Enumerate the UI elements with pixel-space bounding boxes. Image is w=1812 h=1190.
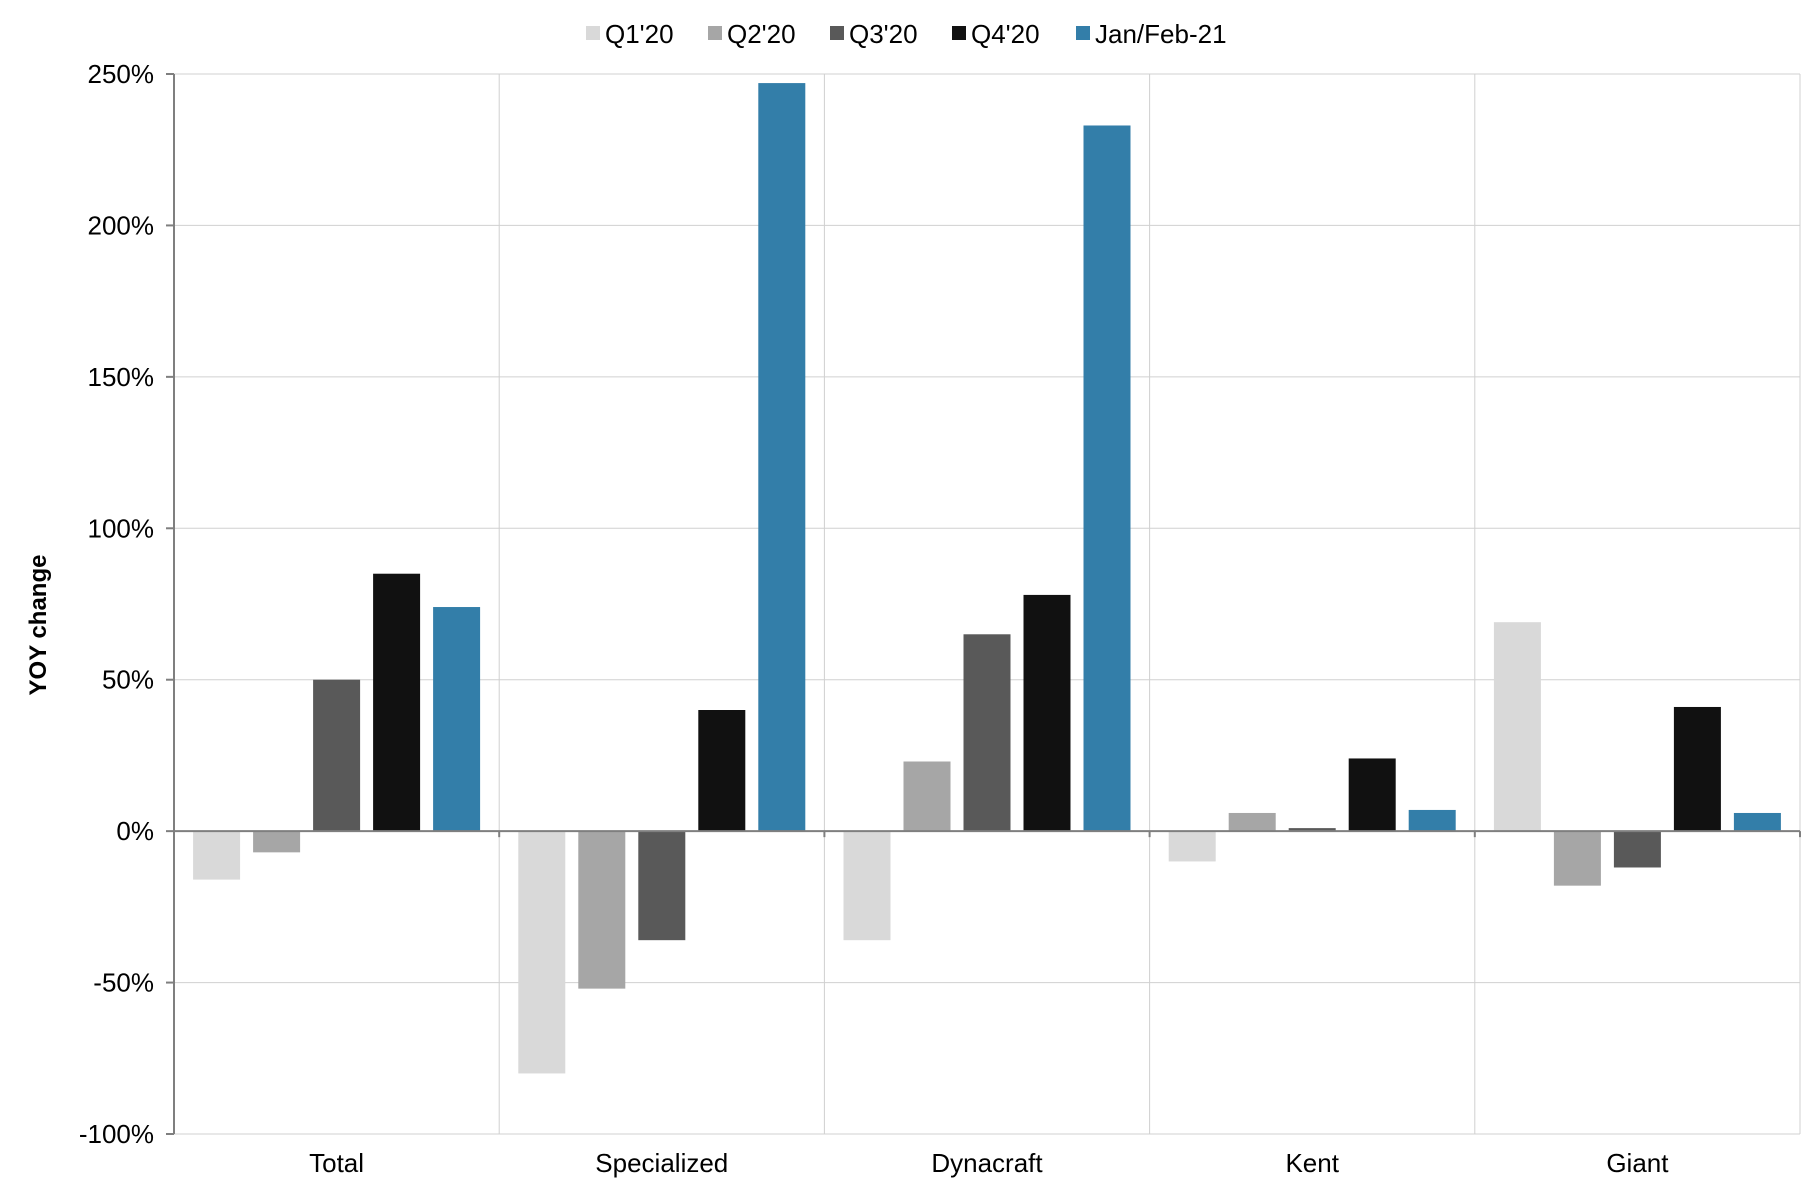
bars [193, 83, 1781, 1074]
category-label: Dynacraft [931, 1148, 1043, 1178]
legend-swatch [708, 26, 722, 40]
bar [1613, 831, 1661, 868]
legend-item: Q1'20 [586, 19, 674, 49]
bar [903, 761, 951, 832]
legend-item: Q3'20 [830, 19, 918, 49]
y-tick-label: 150% [88, 362, 155, 392]
y-tick-label: 50% [102, 665, 154, 695]
bar [578, 831, 626, 989]
bar [518, 831, 566, 1074]
legend-label: Q4'20 [971, 19, 1040, 49]
bar [1493, 622, 1541, 832]
bar [698, 710, 746, 832]
legend-item: Jan/Feb-21 [1076, 19, 1227, 49]
bar [1733, 812, 1781, 832]
bar [253, 831, 301, 853]
y-tick-labels: 250% 200% 150% 100% 50% 0% -50% -100% [79, 59, 154, 1149]
y-tick-label: -50% [93, 968, 154, 998]
legend-swatch [830, 26, 844, 40]
bar [1083, 125, 1131, 832]
bar [1288, 828, 1336, 832]
category-label: Kent [1285, 1148, 1339, 1178]
bar [1553, 831, 1601, 886]
bar [1408, 809, 1456, 832]
legend-item: Q4'20 [952, 19, 1040, 49]
bar [433, 607, 481, 832]
y-tick-label: 100% [88, 513, 155, 543]
legend-label: Q2'20 [727, 19, 796, 49]
bar [843, 831, 891, 941]
axes [166, 73, 1801, 1135]
bar [758, 83, 806, 832]
category-labels: Total Specialized Dynacraft Kent Giant [309, 1148, 1669, 1178]
bar [1673, 706, 1721, 832]
legend-label: Jan/Feb-21 [1095, 19, 1227, 49]
bar [1348, 758, 1396, 832]
category-label: Total [309, 1148, 364, 1178]
legend: Q1'20 Q2'20 Q3'20 Q4'20 Jan/Feb-21 [586, 19, 1227, 49]
bar [1023, 594, 1071, 832]
bar [963, 634, 1011, 832]
legend-swatch [586, 26, 600, 40]
bar [638, 831, 686, 941]
bar [1168, 831, 1216, 862]
y-tick-label: 0% [116, 816, 154, 846]
y-axis-label: YOY change [25, 555, 52, 696]
legend-swatch [952, 26, 966, 40]
category-label: Specialized [595, 1148, 728, 1178]
y-tick-label: 200% [88, 210, 155, 240]
bar [373, 573, 421, 832]
y-tick-label: 250% [88, 59, 155, 89]
legend-label: Q3'20 [849, 19, 918, 49]
legend-item: Q2'20 [708, 19, 796, 49]
bar [313, 679, 361, 832]
legend-label: Q1'20 [605, 19, 674, 49]
bar [1228, 812, 1276, 832]
y-tick-label: -100% [79, 1119, 154, 1149]
legend-swatch [1076, 26, 1090, 40]
category-label: Giant [1606, 1148, 1669, 1178]
bar [193, 831, 241, 880]
